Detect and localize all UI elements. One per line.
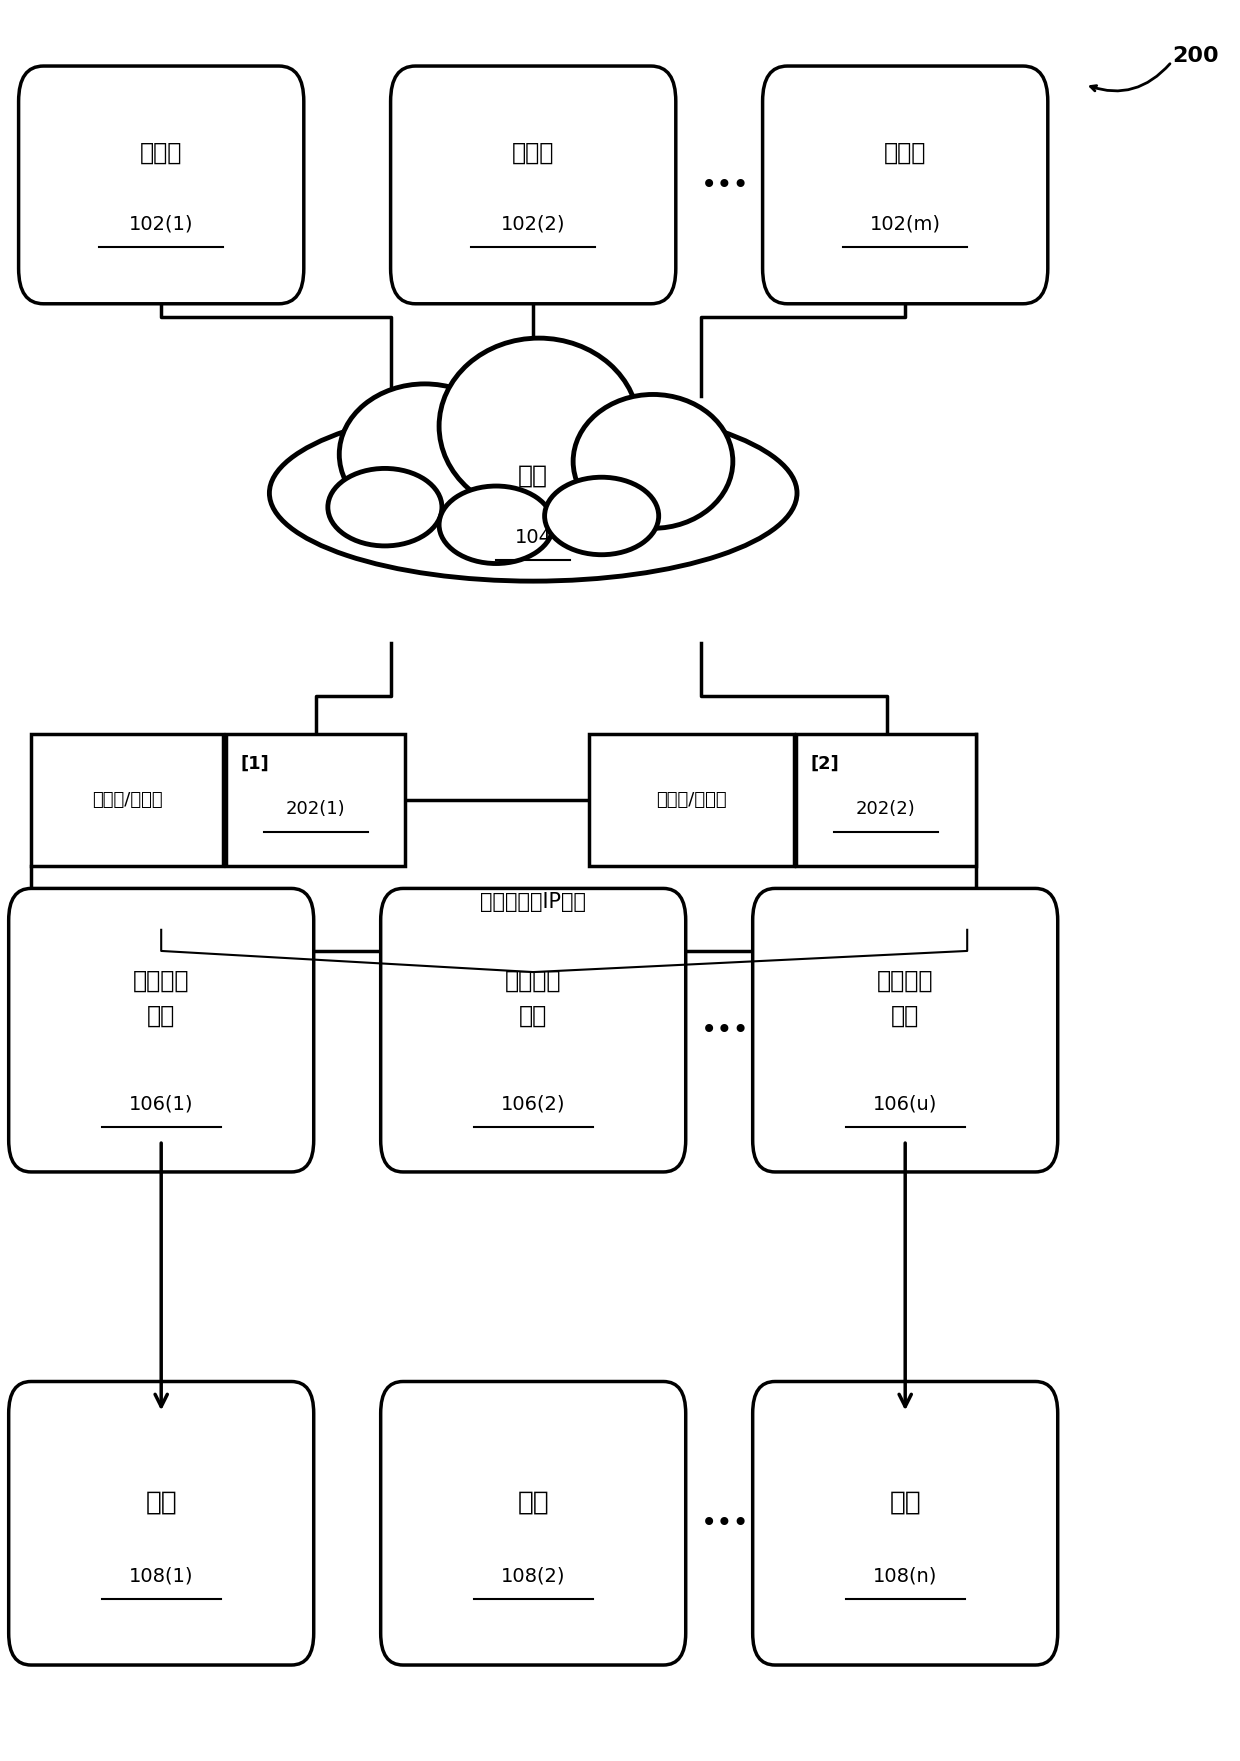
Text: 106(u): 106(u) [873,1095,937,1113]
Text: 108(1): 108(1) [129,1567,193,1585]
Text: 负载平衡
单元: 负载平衡 单元 [877,969,934,1028]
Text: 202(2): 202(2) [856,799,916,819]
Text: 主机: 主机 [889,1490,921,1514]
FancyBboxPatch shape [763,65,1048,303]
Text: 路由器/交换机: 路由器/交换机 [656,791,727,810]
Bar [589,734,794,866]
Text: 200: 200 [1172,46,1219,67]
FancyBboxPatch shape [391,65,676,303]
FancyBboxPatch shape [9,1381,314,1666]
Text: 108(n): 108(n) [873,1567,937,1585]
Text: 路由器/交换机: 路由器/交换机 [92,791,162,810]
Text: 网络: 网络 [518,463,548,488]
Text: •••: ••• [701,171,750,199]
FancyBboxPatch shape [381,889,686,1173]
Text: 106(2): 106(2) [501,1095,565,1113]
Text: 主机: 主机 [517,1490,549,1514]
Ellipse shape [439,486,553,564]
Text: 104: 104 [515,528,552,546]
Text: 102(m): 102(m) [869,215,941,232]
Ellipse shape [573,394,733,528]
Text: 202(1): 202(1) [285,799,346,819]
Ellipse shape [327,468,441,546]
Text: [2]: [2] [811,754,839,773]
Text: 客户端: 客户端 [884,141,926,166]
Bar [31,734,223,866]
FancyBboxPatch shape [381,1381,686,1666]
Text: •••: ••• [701,1509,750,1537]
Text: 102(1): 102(1) [129,215,193,232]
FancyBboxPatch shape [753,1381,1058,1666]
Ellipse shape [340,384,511,525]
Text: 102(2): 102(2) [501,215,565,232]
Text: [1]: [1] [241,754,269,773]
FancyBboxPatch shape [9,889,314,1173]
Text: 客户端: 客户端 [140,141,182,166]
Ellipse shape [439,338,639,514]
Text: 主机: 主机 [145,1490,177,1514]
Text: 108(2): 108(2) [501,1567,565,1585]
FancyBboxPatch shape [753,889,1058,1173]
Text: 客户端: 客户端 [512,141,554,166]
Ellipse shape [269,405,797,581]
Text: •••: ••• [701,1016,750,1044]
Bar [796,734,976,866]
Text: 共享的虚拟IP地址: 共享的虚拟IP地址 [480,891,587,912]
Text: 负载平衡
单元: 负载平衡 单元 [505,969,562,1028]
FancyBboxPatch shape [19,65,304,303]
Text: 106(1): 106(1) [129,1095,193,1113]
Text: 负载平衡
单元: 负载平衡 单元 [133,969,190,1028]
Bar [226,734,405,866]
Ellipse shape [544,477,658,555]
